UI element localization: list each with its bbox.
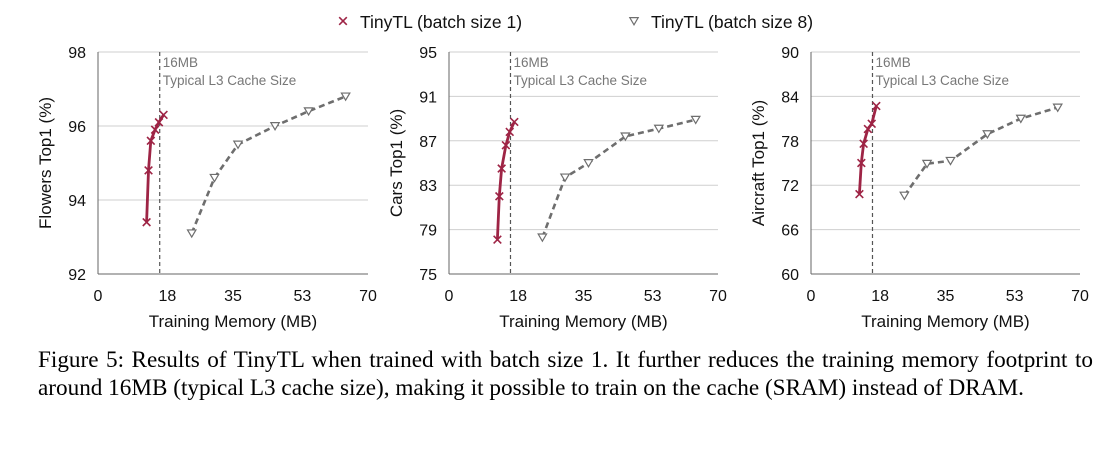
data-point-batch8 xyxy=(653,124,665,134)
data-point-batch8 xyxy=(1052,103,1063,113)
x-axis-label: Training Memory (MB) xyxy=(149,312,317,331)
chart-panels: 92 94 96 98 0 18 35 53 70 Training Memory (MB) Flo… xyxy=(36,45,1089,331)
series-line-batch1 xyxy=(145,114,165,223)
x-tick-label: 70 xyxy=(1071,288,1089,305)
y-tick-label: 87 xyxy=(419,134,437,151)
data-point-batch1 xyxy=(150,125,160,135)
y-tick-label: 66 xyxy=(781,223,799,240)
data-point-batch1 xyxy=(859,139,869,149)
y-tick-label: 91 xyxy=(419,89,437,106)
chart-panel: 92 94 96 98 0 18 35 53 70 Training Memory (MB) Flo… xyxy=(36,45,377,331)
legend: TinyTL (batch size 1) TinyTL (batch size … xyxy=(338,12,813,32)
data-point-batch8 xyxy=(340,92,351,102)
data-point-batch1 xyxy=(501,140,511,150)
x-tick-label: 35 xyxy=(575,288,593,305)
data-point-batch1 xyxy=(867,119,877,129)
data-point-batch1 xyxy=(509,117,519,127)
data-point-batch8 xyxy=(186,229,197,239)
data-point-batch8 xyxy=(690,115,701,125)
x-tick-label: 70 xyxy=(359,288,377,305)
x-tick-label: 0 xyxy=(94,288,103,305)
series-line-batch1 xyxy=(496,121,516,240)
data-point-batch8 xyxy=(583,159,594,168)
series-line-batch8 xyxy=(190,95,347,234)
data-point-batch1 xyxy=(855,189,864,199)
data-point-batch1 xyxy=(493,235,502,244)
data-point-batch8 xyxy=(232,140,244,150)
y-tick-label: 83 xyxy=(419,178,437,195)
data-point-batch1 xyxy=(494,191,504,201)
annotation-line2: Typical L3 Cache Size xyxy=(513,73,647,88)
data-point-batch1 xyxy=(146,136,156,146)
x-marker-icon xyxy=(338,16,348,26)
y-tick-label: 90 xyxy=(781,45,799,62)
data-point-batch8 xyxy=(537,233,548,243)
annotation-line1: 16MB xyxy=(163,55,198,70)
data-point-batch1 xyxy=(144,166,153,175)
annotation-line2: Typical L3 Cache Size xyxy=(163,73,297,88)
y-tick-label: 60 xyxy=(781,267,799,284)
data-point-batch8 xyxy=(620,132,631,142)
series-line-batch8 xyxy=(903,106,1059,197)
x-tick-label: 0 xyxy=(445,288,454,305)
data-point-batch8 xyxy=(209,173,220,183)
data-point-batch1 xyxy=(159,110,168,120)
data-point-batch8 xyxy=(303,107,314,117)
data-point-batch1 xyxy=(142,217,151,227)
data-point-batch1 xyxy=(505,127,515,137)
legend-item: TinyTL (batch size 1) xyxy=(338,12,522,32)
y-tick-label: 78 xyxy=(781,134,799,151)
data-point-batch1 xyxy=(856,158,866,168)
data-point-batch8 xyxy=(921,159,933,169)
annotation-line1: 16MB xyxy=(875,55,910,70)
data-point-batch1 xyxy=(871,101,881,111)
y-tick-label: 94 xyxy=(68,193,86,210)
x-tick-label: 0 xyxy=(807,288,816,305)
data-point-batch8 xyxy=(982,130,993,140)
triangle-marker-icon xyxy=(628,17,640,26)
legend-label: TinyTL (batch size 8) xyxy=(651,12,813,32)
x-tick-label: 53 xyxy=(644,288,662,305)
x-tick-label: 18 xyxy=(509,288,527,305)
data-point-batch8 xyxy=(559,173,571,183)
data-point-batch1 xyxy=(154,117,164,127)
x-tick-label: 53 xyxy=(294,288,312,305)
y-tick-label: 92 xyxy=(68,267,86,284)
figure-caption: Figure 5: Results of TinyTL when trained… xyxy=(38,347,1093,401)
y-tick-label: 72 xyxy=(781,178,799,195)
data-point-batch8 xyxy=(945,156,956,166)
y-tick-label: 84 xyxy=(781,89,799,106)
x-tick-label: 70 xyxy=(709,288,727,305)
x-tick-label: 35 xyxy=(224,288,242,305)
data-point-batch1 xyxy=(497,164,507,173)
data-point-batch8 xyxy=(269,122,281,131)
y-axis-label: Cars Top1 (%) xyxy=(387,109,406,217)
x-tick-label: 53 xyxy=(1006,288,1024,305)
legend-item: TinyTL (batch size 8) xyxy=(628,12,813,32)
legend-label: TinyTL (batch size 1) xyxy=(360,12,522,32)
x-axis-label: Training Memory (MB) xyxy=(499,312,667,331)
x-tick-label: 35 xyxy=(937,288,955,305)
y-tick-label: 98 xyxy=(68,45,86,62)
annotation-line1: 16MB xyxy=(513,55,548,70)
x-axis-label: Training Memory (MB) xyxy=(861,312,1029,331)
data-point-batch8 xyxy=(1015,114,1027,124)
chart-panel: 75 79 83 87 91 95 0 18 35 53 70 Training Memory (MB… xyxy=(387,45,727,331)
x-tick-label: 18 xyxy=(871,288,889,305)
y-tick-label: 75 xyxy=(419,267,437,284)
chart-panel: 60 66 72 78 84 90 0 18 35 53 70 Training Memory (MB… xyxy=(749,45,1089,331)
annotation-line2: Typical L3 Cache Size xyxy=(875,73,1009,88)
series-line-batch8 xyxy=(541,118,697,238)
y-axis-label: Flowers Top1 (%) xyxy=(36,97,55,229)
x-tick-label: 18 xyxy=(159,288,177,305)
data-point-batch8 xyxy=(899,191,910,201)
data-point-batch1 xyxy=(863,124,873,134)
y-axis-label: Aircraft Top1 (%) xyxy=(749,100,768,226)
y-tick-label: 95 xyxy=(419,45,437,62)
series-line-batch1 xyxy=(858,105,878,195)
y-tick-label: 96 xyxy=(68,119,86,136)
figure: TinyTL (batch size 1) TinyTL (batch size … xyxy=(36,12,1089,331)
y-tick-label: 79 xyxy=(419,223,437,240)
